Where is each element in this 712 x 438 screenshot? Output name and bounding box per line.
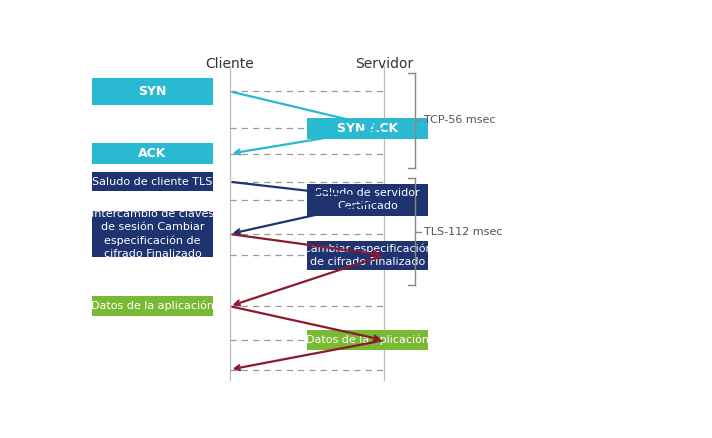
Text: Saludo de cliente TLS: Saludo de cliente TLS — [93, 177, 213, 187]
FancyBboxPatch shape — [92, 78, 213, 105]
Text: TLS-112 msec: TLS-112 msec — [424, 226, 503, 237]
Text: Datos de la aplicación: Datos de la aplicación — [306, 335, 429, 346]
FancyBboxPatch shape — [92, 297, 213, 316]
Text: Servidor: Servidor — [355, 57, 414, 71]
Text: SYN: SYN — [138, 85, 167, 98]
Text: Cliente: Cliente — [205, 57, 254, 71]
FancyBboxPatch shape — [307, 241, 429, 269]
FancyBboxPatch shape — [92, 143, 213, 164]
Text: Intercambio de claves
de sesión Cambiar
especificación de
cifrado Finalizado: Intercambio de claves de sesión Cambiar … — [91, 209, 214, 258]
Text: Cambiar especificación
de cifrado Finalizado: Cambiar especificación de cifrado Finali… — [303, 244, 432, 267]
FancyBboxPatch shape — [307, 184, 429, 215]
Text: TCP-56 msec: TCP-56 msec — [424, 115, 496, 125]
Text: Saludo de servidor
Certificado: Saludo de servidor Certificado — [315, 188, 420, 211]
Text: ACK: ACK — [138, 147, 167, 160]
FancyBboxPatch shape — [307, 118, 429, 138]
Text: SYN ACK: SYN ACK — [337, 122, 398, 134]
Text: Datos de la aplicación: Datos de la aplicación — [91, 301, 214, 311]
FancyBboxPatch shape — [307, 330, 429, 350]
FancyBboxPatch shape — [92, 211, 213, 257]
FancyBboxPatch shape — [92, 173, 213, 191]
